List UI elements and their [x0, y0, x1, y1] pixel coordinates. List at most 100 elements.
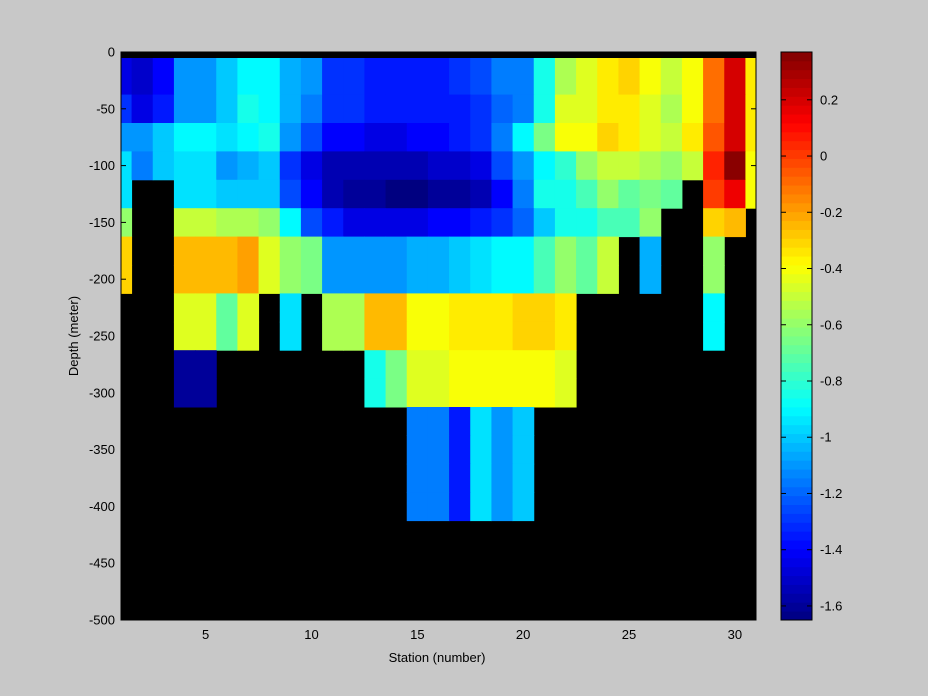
- heatmap-cell: [216, 151, 238, 181]
- heatmap-cell: [576, 58, 598, 96]
- heatmap-cell: [131, 58, 154, 96]
- heatmap-cell: [427, 123, 450, 152]
- heatmap-cell: [660, 58, 683, 96]
- heatmap-cell: [597, 123, 619, 152]
- colorbar-segment: [781, 495, 812, 506]
- heatmap-cell: [343, 265, 365, 294]
- colorbar-segment: [781, 78, 812, 88]
- heatmap-cell: [258, 208, 281, 238]
- heatmap-cell: [491, 293, 514, 323]
- heatmap-cell: [322, 321, 344, 351]
- heatmap-cell: [618, 58, 641, 96]
- heatmap-cell: [491, 265, 514, 294]
- heatmap-cell: [724, 208, 746, 238]
- heatmap-cell: [533, 58, 556, 96]
- heatmap-cell: [639, 236, 662, 266]
- colorbar-segment: [781, 202, 812, 213]
- heatmap-cell: [300, 94, 323, 124]
- heatmap-cell: [173, 58, 196, 96]
- colorbar-segment: [781, 407, 812, 417]
- heatmap-cell: [279, 179, 302, 209]
- x-tick-label: 5: [202, 627, 209, 642]
- colorbar-tick-label: 0: [820, 149, 827, 164]
- colorbar-tick-label: -0.2: [820, 205, 842, 220]
- heatmap-cell: [237, 208, 260, 238]
- heatmap-cell: [470, 94, 492, 124]
- colorbar-segment: [781, 344, 812, 355]
- heatmap-cell: [597, 58, 619, 96]
- colorbar-segment: [781, 256, 812, 266]
- heatmap-cell: [491, 350, 514, 380]
- colorbar-segment: [781, 353, 812, 364]
- heatmap-cell: [279, 208, 302, 238]
- heatmap-cell: [724, 58, 746, 96]
- heatmap-cell: [216, 123, 238, 152]
- heatmap-cell: [554, 179, 577, 209]
- heatmap-cell: [322, 236, 344, 266]
- heatmap-cell: [279, 265, 302, 294]
- heatmap-cell: [639, 265, 662, 294]
- heatmap-cell: [470, 123, 492, 152]
- heatmap-cell: [322, 208, 344, 238]
- heatmap-cell: [173, 94, 196, 124]
- colorbar-segment: [781, 52, 812, 62]
- heatmap-cell: [512, 123, 535, 152]
- heatmap-cell: [216, 236, 238, 266]
- y-tick-label: -400: [89, 499, 115, 514]
- heatmap-cell: [470, 58, 492, 96]
- heatmap-cell: [576, 236, 598, 266]
- heatmap-cell: [195, 350, 217, 380]
- heatmap-cell: [195, 179, 217, 209]
- heatmap-cell: [512, 378, 535, 408]
- heatmap-cell: [449, 378, 471, 408]
- heatmap-cell: [703, 151, 725, 181]
- heatmap-cell: [121, 265, 133, 294]
- heatmap-cell: [491, 58, 514, 96]
- y-tick-label: -300: [89, 385, 115, 400]
- colorbar-segment: [781, 575, 812, 585]
- heatmap-cell: [512, 208, 535, 238]
- heatmap-cell: [470, 435, 492, 465]
- heatmap-cell: [258, 236, 281, 266]
- heatmap-cell: [406, 151, 429, 181]
- heatmap-cell: [406, 94, 429, 124]
- colorbar-segment: [781, 504, 812, 514]
- colorbar-segment: [781, 602, 812, 612]
- heatmap-cell: [597, 236, 619, 266]
- heatmap-cell: [258, 179, 281, 209]
- heatmap-cell: [322, 123, 344, 152]
- x-tick-label: 20: [516, 627, 530, 642]
- heatmap-cell: [745, 94, 757, 124]
- heatmap-cell: [173, 350, 196, 380]
- heatmap-cell: [681, 58, 704, 96]
- colorbar-segment: [781, 60, 812, 71]
- heatmap-cell: [554, 265, 577, 294]
- colorbar-segment: [781, 611, 812, 621]
- heatmap-cell: [173, 378, 196, 408]
- heatmap-cell: [512, 435, 535, 465]
- heatmap-cell: [279, 293, 302, 323]
- plot-area: [120, 51, 757, 621]
- y-tick-label: -250: [89, 329, 115, 344]
- heatmap-cell: [533, 293, 556, 323]
- heatmap-cell: [554, 321, 577, 351]
- heatmap-cell: [533, 94, 556, 124]
- heatmap-cell: [406, 463, 429, 493]
- colorbar-segment: [781, 327, 812, 337]
- heatmap-cell: [300, 58, 323, 96]
- heatmap-cell: [173, 179, 196, 209]
- heatmap-cell: [639, 179, 662, 209]
- heatmap-cell: [406, 293, 429, 323]
- heatmap-cell: [512, 350, 535, 380]
- heatmap-cell: [618, 179, 641, 209]
- colorbar-segment: [781, 522, 812, 532]
- heatmap-cell: [322, 265, 344, 294]
- heatmap-cell: [427, 179, 450, 209]
- heatmap-cells: [121, 58, 757, 522]
- colorbar-segment: [781, 176, 812, 186]
- heatmap-cell: [681, 151, 704, 181]
- heatmap-cell: [449, 179, 471, 209]
- heatmap-cell: [576, 94, 598, 124]
- colorbar-segment: [781, 211, 812, 222]
- heatmap-cell: [427, 407, 450, 436]
